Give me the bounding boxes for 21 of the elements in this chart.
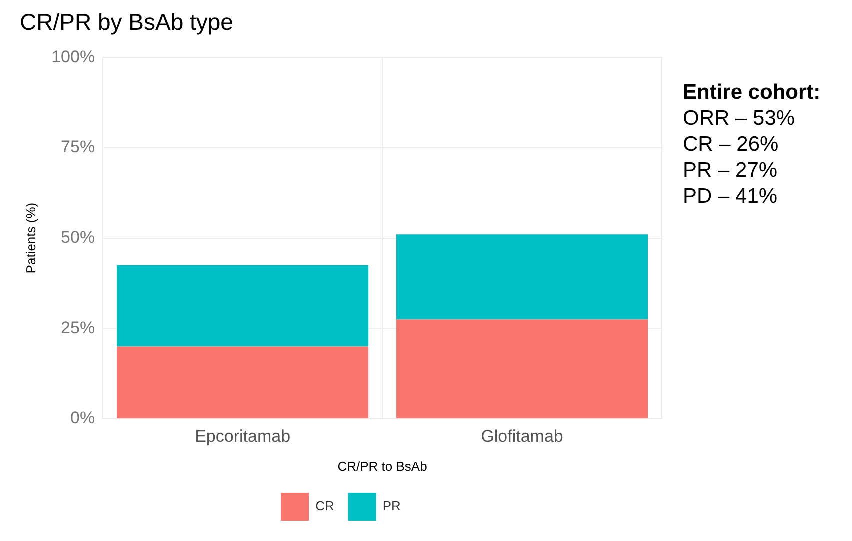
text: PR – 27% [683,158,779,184]
y-tick-label: 50% [61,228,96,247]
bar [117,265,369,347]
bar [396,320,648,418]
bar [117,346,369,418]
chart-title: CR/PR by BsAb type [20,9,234,36]
y-axis-title: Patients (%) [23,202,38,274]
x-tick-label: Epcoritamab [195,426,291,446]
text: ORR – 53% [683,106,796,132]
y-tick-label: 100% [52,47,96,66]
y-tick-label: 75% [61,138,96,157]
x-tick-label: Glofitamab [481,426,564,446]
x-axis-title: CR/PR to BsAb [338,458,428,474]
text: Entire cohort: [683,80,821,106]
bar [396,234,648,320]
text: CR – 26% [683,132,780,158]
text: PD – 41% [683,184,779,210]
legend-label: PR [382,498,401,514]
y-tick-label: 25% [61,318,96,338]
legend-label: CR [316,498,334,514]
y-tick-label: 0% [70,408,96,428]
